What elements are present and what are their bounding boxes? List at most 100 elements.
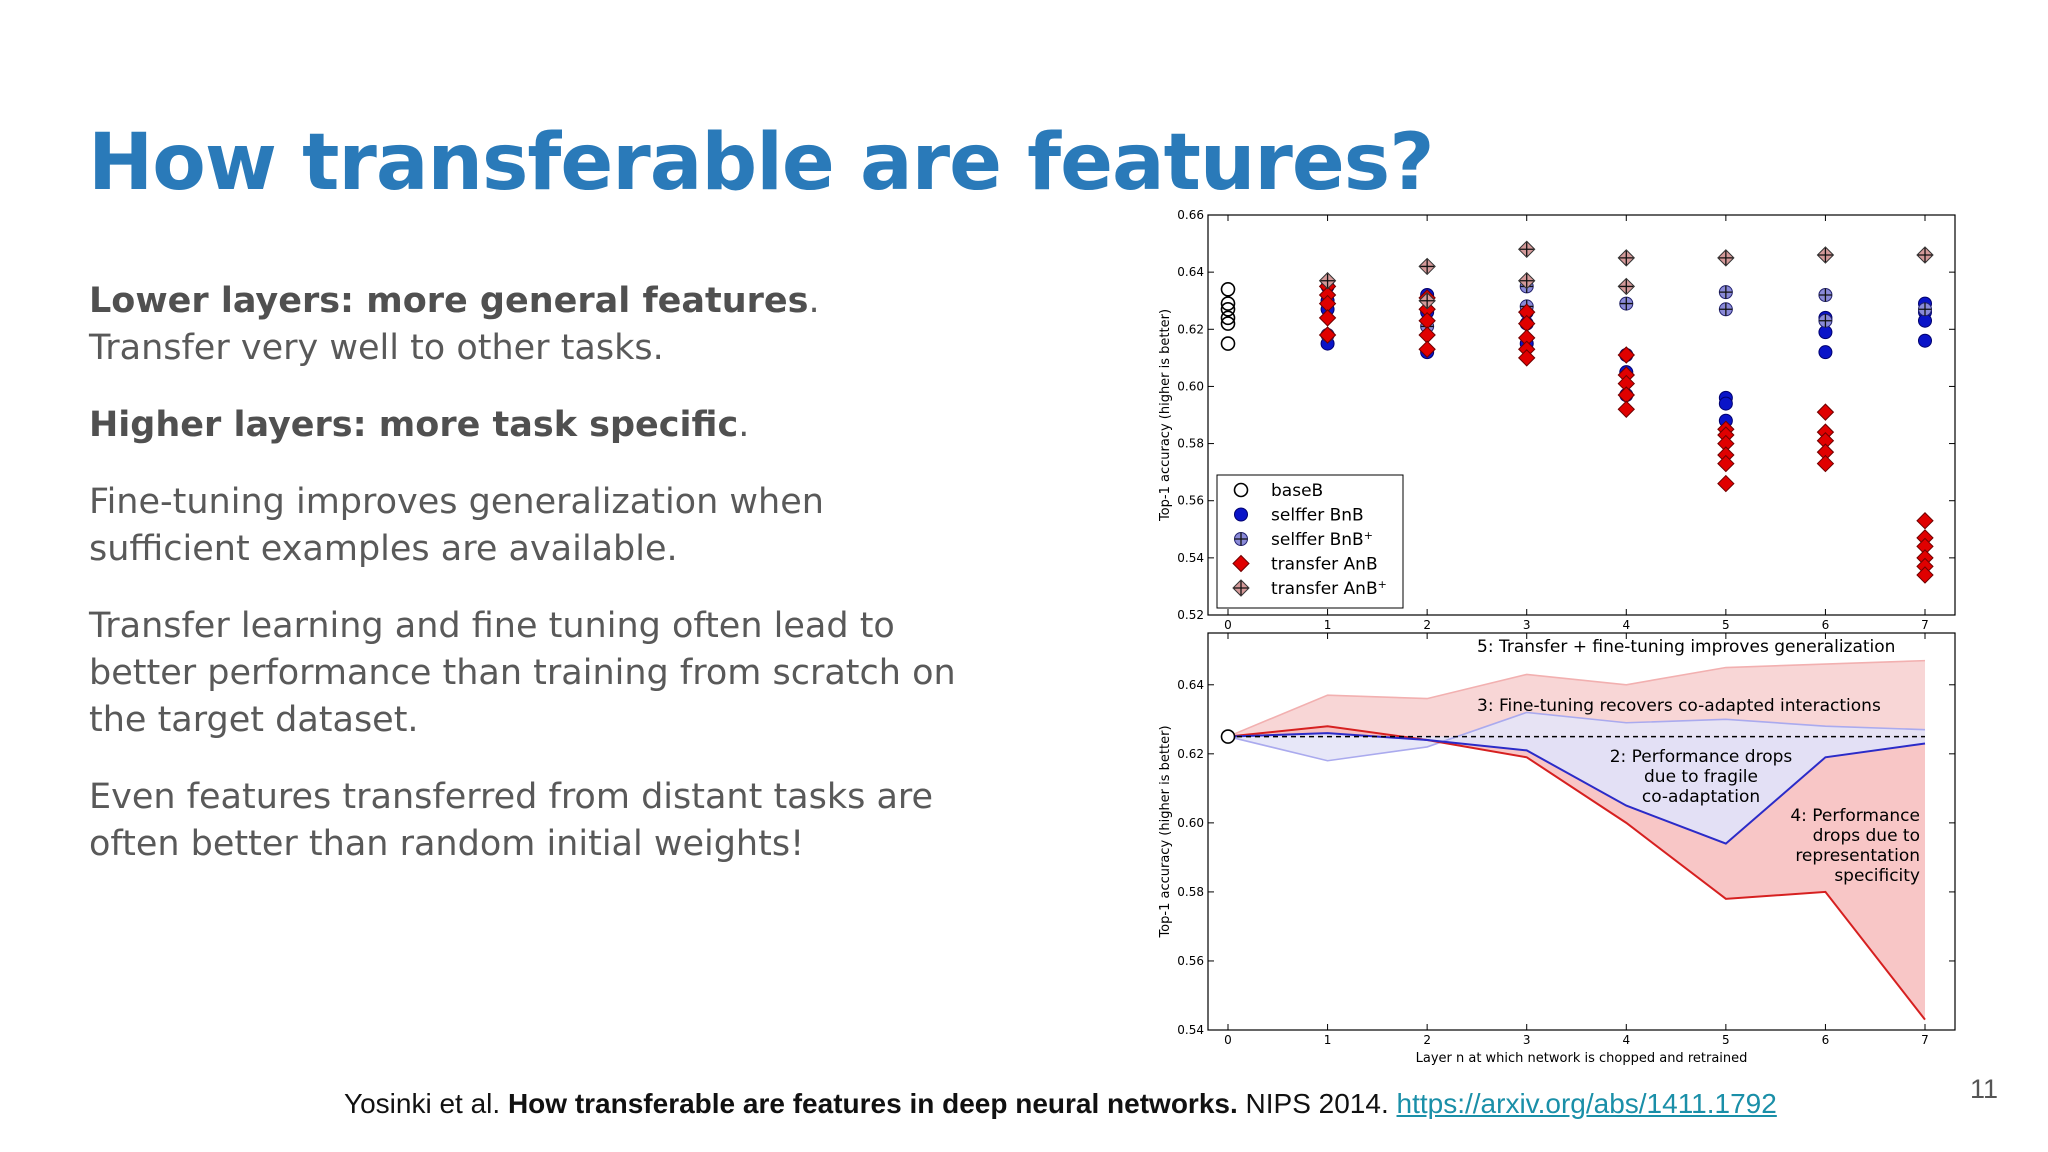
data-point <box>1818 345 1833 360</box>
data-point <box>1617 400 1635 418</box>
bullet-3-text: Fine-tuning improves generalization when… <box>89 482 824 569</box>
y-tick-label: 0.64 <box>1177 678 1204 692</box>
bullet-1-bold: Lower layers: more general features <box>89 281 809 321</box>
data-point <box>1818 313 1833 328</box>
citation: Yosinki et al. How transferable are feat… <box>344 1088 1777 1120</box>
bullet-2-text: . <box>738 405 750 445</box>
data-point <box>1617 346 1635 364</box>
data-point <box>1617 277 1635 296</box>
bullet-2-bold: Higher layers: more task specific <box>89 405 739 445</box>
x-tick-label: 6 <box>1822 1033 1830 1047</box>
citation-link[interactable]: https://arxiv.org/abs/1411.1792 <box>1396 1088 1777 1119</box>
data-point <box>1718 396 1733 411</box>
data-point <box>1518 272 1536 290</box>
data-point <box>1816 403 1835 421</box>
bullet-5-text: Even features transferred from distant t… <box>89 777 934 864</box>
y-tick-label: 0.52 <box>1177 608 1204 622</box>
scatter-chart: 0.52 0.54 0.56 0.58 0.60 0.62 0.64 0.66 0 1 2 3 4 5 6 7… <box>1158 208 1956 632</box>
region-selffer-finetune <box>1228 712 1925 761</box>
region-transfer-finetune <box>1228 660 1925 737</box>
bullet-5: Even features transferred from distant t… <box>89 774 969 868</box>
data-point <box>1617 249 1635 267</box>
y-tick-label: 0.60 <box>1177 816 1204 830</box>
legend-marker <box>1233 482 1249 498</box>
bullet-4: Transfer learning and fine tuning often … <box>89 603 969 744</box>
x-tick-label: 0 <box>1224 618 1232 632</box>
x-tick-label: 5 <box>1722 1033 1730 1047</box>
citation-venue: NIPS 2014. <box>1237 1088 1397 1119</box>
x-axis-label: Layer n at which network is chopped and … <box>1416 1051 1748 1066</box>
data-point <box>1418 257 1436 276</box>
annotation-2: co-adaptation <box>1642 787 1760 807</box>
legend: baseB selffer BnB selffer BnB+ transfer AnB… <box>1216 474 1404 609</box>
data-point <box>1916 246 1934 264</box>
annotation-2: 2: Performance drops <box>1610 747 1793 767</box>
legend-marker <box>1234 507 1248 522</box>
legend-marker <box>1232 579 1250 597</box>
data-point <box>1718 302 1733 317</box>
x-tick-label: 6 <box>1822 618 1830 632</box>
annotation-4: drops due to <box>1813 826 1920 846</box>
annotation-4: 4: Performance <box>1790 806 1920 826</box>
bullet-4-text: Transfer learning and fine tuning often … <box>89 606 956 740</box>
citation-paper-title: How transferable are features in deep ne… <box>507 1088 1238 1119</box>
x-tick-label: 1 <box>1324 1033 1332 1047</box>
data-point <box>1818 288 1833 302</box>
data-point <box>1717 474 1735 493</box>
line-transfer-anb <box>1227 725 1926 1021</box>
x-tick-label: 4 <box>1622 1033 1630 1047</box>
legend-label: selffer BnB+ <box>1271 529 1373 550</box>
legend-marker <box>1232 554 1250 573</box>
bullet-1: Lower layers: more general features. Tra… <box>89 278 969 372</box>
x-tick-label: 3 <box>1523 618 1531 632</box>
data-point <box>1318 326 1337 344</box>
y-tick-label: 0.54 <box>1177 551 1204 565</box>
bullet-3: Fine-tuning improves generalization when… <box>89 479 969 573</box>
data-point <box>1918 333 1932 348</box>
legend-label: transfer AnB <box>1271 555 1378 575</box>
slide-title: How transferable are features? <box>88 118 1434 208</box>
data-point <box>1916 512 1934 530</box>
y-tick-label: 0.54 <box>1177 1023 1204 1037</box>
line-chart: 0.54 0.56 0.58 0.60 0.62 0.64 0 1 2 3 4 5 6 7 Top-1 ac… <box>1158 632 1956 1066</box>
data-point <box>1518 240 1536 258</box>
x-tick-label: 2 <box>1423 1033 1431 1047</box>
series-transfer-anb <box>1318 277 1934 584</box>
legend-box <box>1216 474 1404 609</box>
x-tick-label: 5 <box>1722 618 1730 632</box>
y-axis-label: Top-1 accuracy (higher is better) <box>1158 725 1173 938</box>
y-axis-label: Top-1 accuracy (higher is better) <box>1158 309 1173 522</box>
annotation-2: due to fragile <box>1644 767 1758 787</box>
bullet-1-text: . Transfer very well to other tasks. <box>89 281 820 368</box>
data-point <box>1816 454 1835 473</box>
annotation-3: 3: Fine-tuning recovers co-adapted inter… <box>1477 696 1881 716</box>
data-point <box>1619 296 1634 311</box>
data-point <box>1418 340 1436 358</box>
x-tick-label: 3 <box>1523 1033 1531 1047</box>
x-tick-label: 0 <box>1224 1033 1232 1047</box>
y-tick-label: 0.66 <box>1177 208 1204 222</box>
data-point <box>1220 336 1236 351</box>
citation-authors: Yosinki et al. <box>344 1088 508 1119</box>
line-selffer-bnb-plus <box>1227 711 1926 762</box>
data-point <box>1220 296 1236 311</box>
data-point <box>1718 285 1733 300</box>
annotation-5: 5: Transfer + fine-tuning improves gener… <box>1477 637 1895 657</box>
legend-label: transfer AnB+ <box>1271 578 1387 599</box>
data-point <box>1717 249 1735 267</box>
y-tick-label: 0.56 <box>1177 494 1204 508</box>
data-point <box>1918 302 1932 317</box>
data-point <box>1220 316 1236 331</box>
x-tick-label: 4 <box>1622 618 1630 632</box>
region-co-adaptation <box>1228 733 1925 844</box>
page-number: 11 <box>1970 1074 1999 1104</box>
base-point <box>1220 729 1236 744</box>
data-point <box>1318 309 1337 327</box>
data-point <box>1220 310 1236 326</box>
line-selffer-bnb <box>1227 732 1926 845</box>
data-point <box>1816 246 1835 264</box>
y-tick-label: 0.64 <box>1177 265 1204 279</box>
data-point <box>1220 301 1236 317</box>
x-tick-label: 2 <box>1423 618 1431 632</box>
y-tick-label: 0.56 <box>1177 954 1204 968</box>
